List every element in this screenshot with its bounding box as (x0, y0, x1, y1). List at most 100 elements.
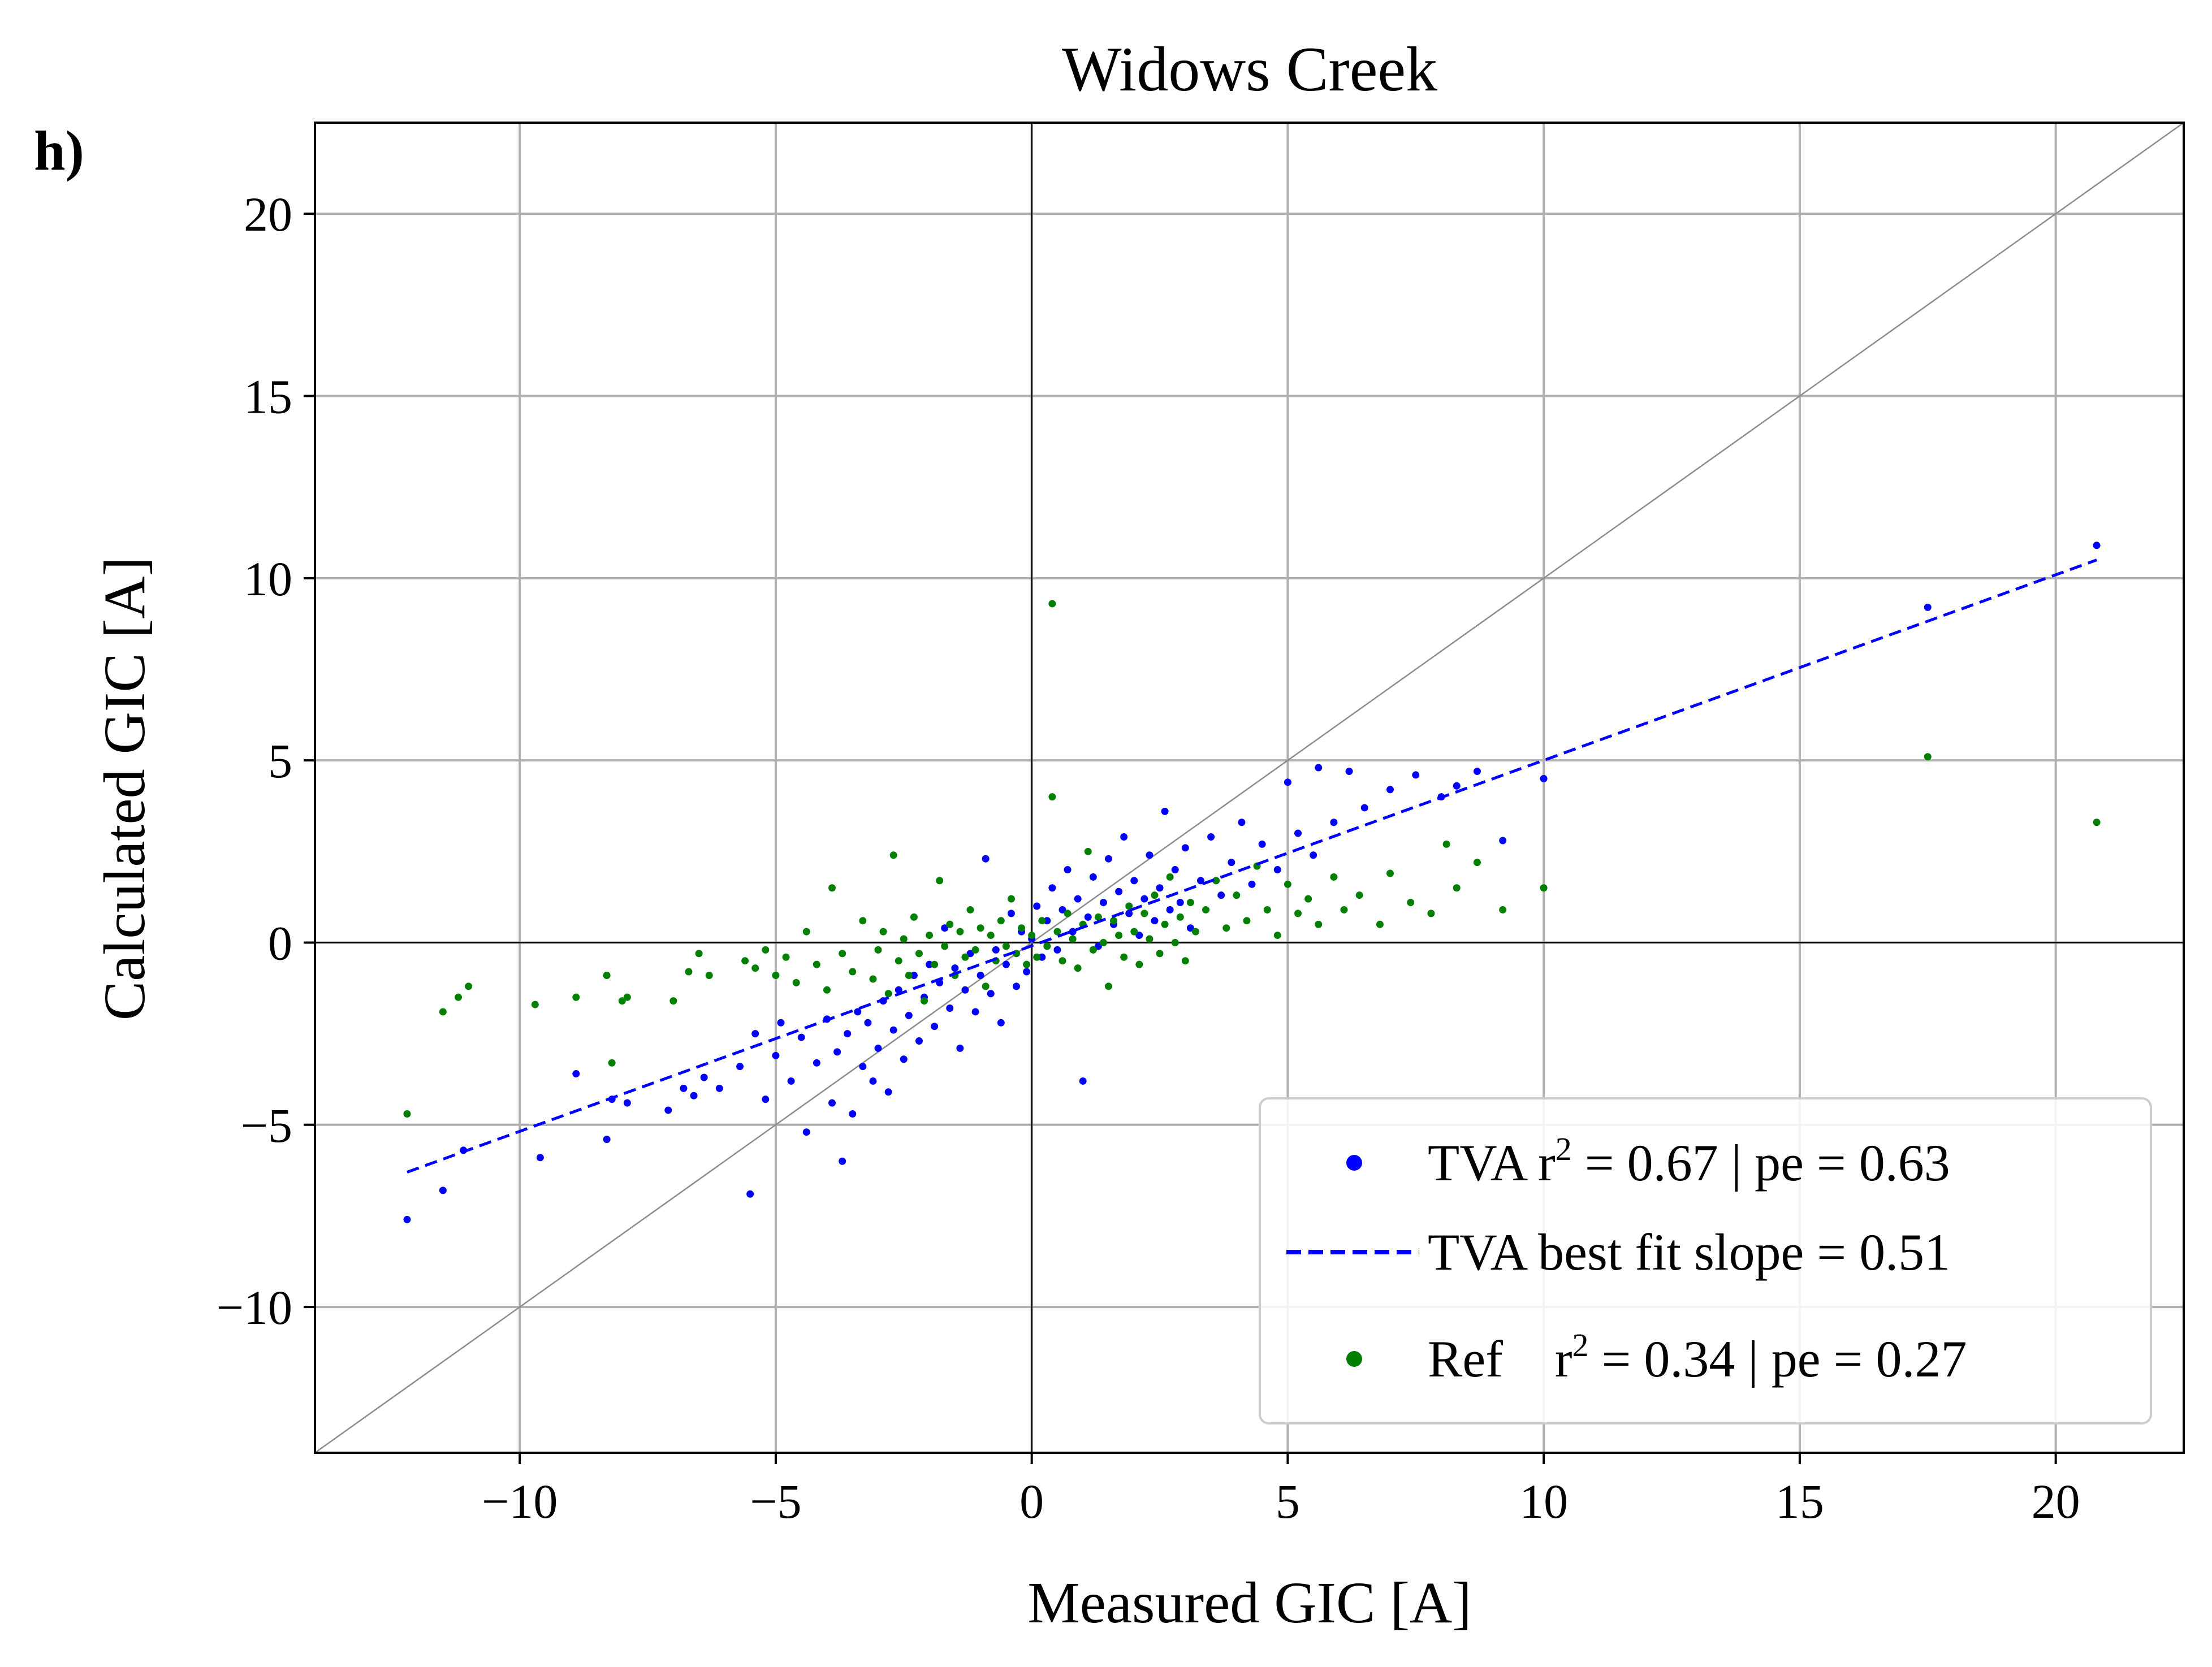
data-point-ref (931, 960, 939, 968)
data-point-tva (1294, 829, 1302, 837)
data-point-tva (1386, 786, 1394, 794)
data-point-tva (946, 1004, 954, 1012)
data-point-tva (1099, 899, 1107, 907)
data-point-tva (797, 1033, 805, 1041)
data-point-tva (884, 1088, 892, 1096)
data-point-tva (1176, 899, 1184, 907)
data-point-ref (926, 932, 934, 939)
data-point-ref (966, 906, 974, 913)
data-point-ref (1140, 910, 1148, 917)
data-point-tva (403, 1215, 411, 1223)
data-point-tva (977, 971, 984, 979)
data-point-ref (685, 968, 693, 976)
data-point-tva (1089, 873, 1097, 881)
data-point-ref (987, 932, 995, 939)
data-point-tva (1284, 778, 1291, 786)
y-axis-ticks: −10 −5 0 5 10 15 20 (216, 187, 315, 1335)
data-point-ref (1053, 928, 1061, 936)
data-point-tva (864, 1019, 872, 1027)
data-point-tva (971, 1008, 979, 1016)
data-point-ref (1151, 891, 1159, 899)
data-point-ref (1033, 953, 1041, 961)
data-point-ref (900, 935, 908, 943)
data-point-tva (833, 1048, 841, 1056)
data-point-ref (1273, 932, 1281, 939)
data-point-tva (690, 1092, 698, 1099)
legend-label-ref-text: Ref r (1428, 1330, 1572, 1388)
data-point-ref (1386, 869, 1394, 877)
fit-lines (407, 558, 2097, 1174)
data-point-tva (931, 1023, 939, 1030)
data-point-tva (854, 1008, 862, 1016)
data-point-ref (936, 877, 944, 885)
legend-box (1259, 1097, 2152, 1424)
data-point-tva (982, 855, 990, 863)
data-point-ref (1038, 917, 1046, 925)
data-point-ref (705, 971, 713, 979)
data-point-tva (1360, 804, 1368, 812)
data-point-ref (1094, 913, 1102, 921)
legend-label-fit: TVA best fit slope = 0.51 (1428, 1223, 1950, 1281)
legend-label-ref-stats: = 0.34 | pe = 0.27 (1588, 1330, 1967, 1388)
data-point-tva (536, 1154, 544, 1162)
data-point-tva (572, 1070, 580, 1078)
legend-label-tva-sup: 2 (1556, 1131, 1572, 1167)
data-point-tva (1135, 932, 1143, 939)
data-point-tva (1048, 884, 1056, 892)
data-point-ref (1376, 920, 1384, 928)
x-tick-label: 0 (1019, 1474, 1044, 1529)
data-point-ref (956, 928, 964, 936)
data-point-tva (1069, 928, 1077, 936)
data-point-tva (1330, 819, 1338, 826)
data-point-tva (1238, 819, 1246, 826)
data-point-tva (1053, 946, 1061, 954)
data-point-tva (961, 986, 969, 994)
y-tick-label: 20 (244, 187, 292, 241)
data-point-tva (1171, 866, 1179, 874)
data-point-ref (1099, 938, 1107, 946)
data-point-ref (2093, 819, 2101, 826)
data-point-ref (1166, 873, 1174, 881)
data-point-ref (1064, 910, 1072, 917)
data-point-tva (1166, 906, 1174, 913)
data-points (403, 542, 2101, 1223)
data-point-tva (869, 1077, 877, 1085)
data-point-tva (2093, 542, 2101, 549)
data-point-ref (1002, 942, 1010, 950)
data-point-tva (997, 1019, 1005, 1027)
data-point-tva (1038, 953, 1046, 961)
data-point-tva (1125, 910, 1133, 917)
data-point-tva (1217, 891, 1225, 899)
data-point-ref (946, 920, 954, 928)
data-point-ref (1355, 891, 1363, 899)
data-point-tva (1115, 887, 1123, 895)
data-point-ref (1427, 910, 1435, 917)
data-point-tva (1258, 840, 1266, 848)
data-point-ref (1243, 917, 1251, 925)
data-point-ref (531, 1001, 539, 1008)
data-point-tva (849, 1110, 857, 1118)
data-point-ref (884, 990, 892, 998)
data-point-ref (623, 993, 631, 1001)
data-point-ref (1125, 902, 1133, 910)
data-point-ref (1263, 906, 1271, 913)
data-point-ref (1176, 913, 1184, 921)
data-point-ref (823, 986, 831, 994)
data-point-tva (1310, 851, 1317, 859)
data-point-ref (1120, 953, 1128, 961)
data-point-tva (802, 1128, 810, 1136)
data-point-ref (982, 982, 990, 990)
data-point-tva (1228, 859, 1235, 867)
data-point-ref (1442, 840, 1450, 848)
data-point-tva (1084, 913, 1092, 921)
best-fit-line (407, 558, 2097, 1174)
y-tick-label: 10 (244, 552, 292, 606)
data-point-tva (956, 1044, 964, 1052)
data-point-tva (926, 960, 934, 968)
legend-label-tva-stats: = 0.67 | pe = 0.63 (1572, 1134, 1950, 1192)
data-point-tva (1273, 866, 1281, 874)
data-point-ref (971, 946, 979, 954)
data-point-ref (895, 957, 902, 965)
data-point-tva (1315, 764, 1323, 772)
